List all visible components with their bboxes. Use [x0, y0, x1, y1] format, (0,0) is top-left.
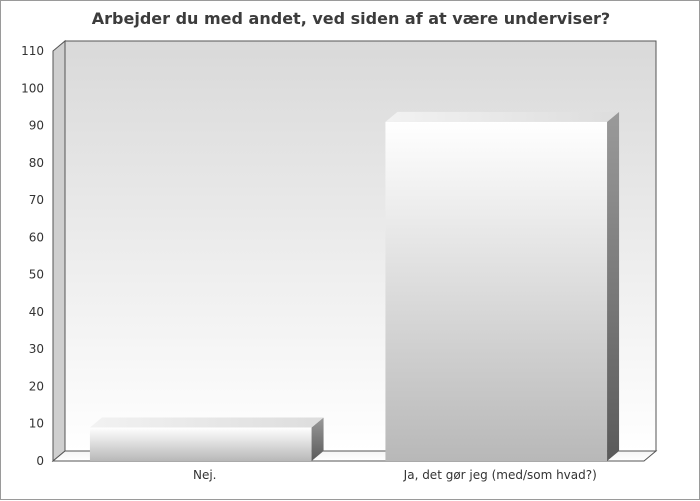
y-tick-label: 20 — [29, 379, 44, 393]
bar — [385, 111, 620, 462]
y-tick-label: 0 — [36, 454, 44, 468]
bar-side — [311, 417, 324, 461]
y-tick-label: 80 — [29, 156, 44, 170]
y-tick-label: 60 — [29, 230, 44, 244]
y-tick-label: 100 — [21, 81, 44, 95]
chart-title: Arbejder du med andet, ved siden af at v… — [91, 9, 611, 28]
y-tick-label: 30 — [29, 342, 44, 356]
bar-front — [385, 121, 608, 462]
y-tick-label: 50 — [29, 268, 44, 282]
y-tick-label: 10 — [29, 417, 44, 431]
x-tick-label: Ja, det gør jeg (med/som hvad?) — [403, 468, 597, 482]
bar-top — [89, 417, 324, 428]
bar-side — [607, 111, 620, 462]
y-tick-label: 70 — [29, 193, 44, 207]
y-tick-label: 110 — [21, 44, 44, 58]
bar-top — [385, 111, 620, 122]
left-wall — [52, 39, 66, 463]
x-tick-label: Nej. — [193, 468, 217, 482]
bar-front — [89, 427, 312, 461]
y-tick-label: 40 — [29, 305, 44, 319]
bar — [89, 417, 324, 461]
y-axis-ticks: 0 10 20 30 40 50 60 70 80 90 100 110 — [21, 44, 44, 468]
bars — [89, 111, 620, 462]
x-axis-ticks: Nej. Ja, det gør jeg (med/som hvad?) — [193, 468, 597, 482]
y-tick-label: 90 — [29, 119, 44, 133]
